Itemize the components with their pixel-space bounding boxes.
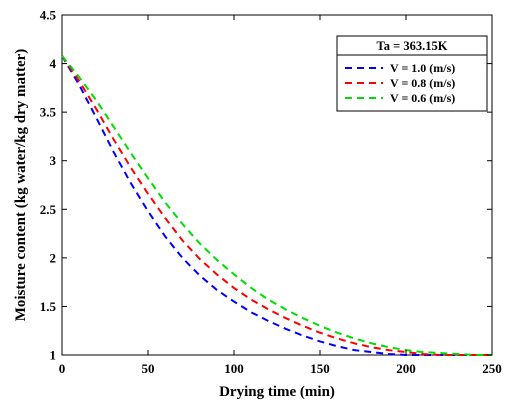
series-lines bbox=[61, 55, 492, 356]
legend-entries: V = 1.0 (m/s)V = 0.8 (m/s)V = 0.6 (m/s) bbox=[345, 61, 455, 105]
legend-label-3: V = 0.6 (m/s) bbox=[390, 91, 455, 105]
x-tick-label: 100 bbox=[224, 361, 244, 376]
x-ticks: 0 50 100 150 200 250 bbox=[59, 15, 502, 376]
y-axis-title: Moisture content (kg water/kg dry matter… bbox=[13, 49, 29, 322]
y-tick-label: 3 bbox=[50, 153, 57, 168]
y-tick-label: 2 bbox=[50, 250, 57, 265]
y-tick-label: 1 bbox=[50, 348, 57, 363]
x-tick-label: 150 bbox=[310, 361, 330, 376]
y-tick-label: 3.5 bbox=[40, 105, 57, 120]
x-tick-label: 0 bbox=[59, 361, 66, 376]
series-line-1 bbox=[61, 55, 492, 356]
x-tick-label: 200 bbox=[396, 361, 416, 376]
y-tick-label: 4 bbox=[50, 56, 57, 71]
legend: Ta = 363.15K V = 1.0 (m/s)V = 0.8 (m/s)V… bbox=[336, 35, 488, 112]
x-axis-title: Drying time (min) bbox=[219, 384, 335, 400]
y-ticks: 1 1.5 2 2.5 3 3.5 4 4.5 bbox=[40, 8, 492, 363]
y-tick-label: 2.5 bbox=[40, 202, 57, 217]
y-tick-label: 4.5 bbox=[40, 8, 57, 23]
legend-label-2: V = 0.8 (m/s) bbox=[390, 76, 455, 90]
legend-label-1: V = 1.0 (m/s) bbox=[390, 61, 455, 75]
x-tick-label: 50 bbox=[142, 361, 155, 376]
series-line-3 bbox=[61, 55, 492, 356]
x-tick-label: 250 bbox=[482, 361, 502, 376]
legend-title: Ta = 363.15K bbox=[377, 39, 448, 53]
series-line-2 bbox=[61, 55, 492, 356]
y-tick-label: 1.5 bbox=[40, 299, 57, 314]
